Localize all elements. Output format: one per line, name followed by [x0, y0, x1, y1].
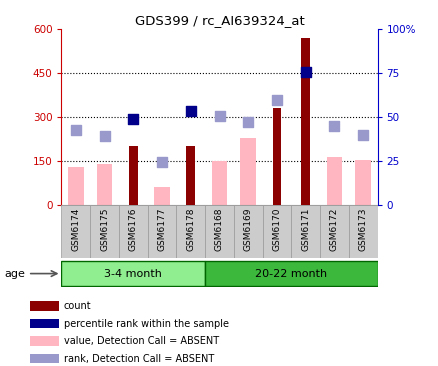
Bar: [262, 205, 291, 258]
Bar: [96, 164, 112, 205]
Bar: [30, 301, 58, 311]
Text: GSM6169: GSM6169: [243, 208, 252, 251]
Point: [215, 113, 223, 119]
Bar: [30, 336, 58, 346]
Point: [359, 132, 366, 138]
Text: 3-4 month: 3-4 month: [104, 269, 162, 279]
Text: rank, Detection Call = ABSENT: rank, Detection Call = ABSENT: [64, 354, 214, 364]
Bar: [326, 157, 342, 205]
Bar: [30, 319, 58, 328]
Bar: [348, 205, 377, 258]
Bar: [354, 160, 370, 205]
Text: GSM6172: GSM6172: [329, 208, 338, 251]
Bar: [233, 205, 262, 258]
Bar: [300, 38, 309, 205]
Point: [244, 119, 251, 124]
Text: age: age: [4, 269, 25, 279]
Text: GSM6178: GSM6178: [186, 208, 195, 251]
Text: percentile rank within the sample: percentile rank within the sample: [64, 318, 228, 329]
Bar: [61, 205, 90, 258]
Text: GSM6177: GSM6177: [157, 208, 166, 251]
Bar: [68, 167, 84, 205]
Bar: [211, 161, 227, 205]
Point: [273, 97, 280, 102]
Title: GDS399 / rc_AI639324_at: GDS399 / rc_AI639324_at: [134, 14, 304, 27]
Point: [301, 69, 308, 75]
Bar: [186, 146, 194, 205]
Bar: [272, 108, 281, 205]
Bar: [240, 138, 255, 205]
Point: [130, 116, 137, 122]
FancyBboxPatch shape: [61, 261, 205, 286]
Point: [187, 108, 194, 114]
FancyBboxPatch shape: [205, 261, 377, 286]
Point: [330, 123, 337, 129]
Text: value, Detection Call = ABSENT: value, Detection Call = ABSENT: [64, 336, 219, 346]
Bar: [30, 354, 58, 363]
Bar: [119, 205, 147, 258]
Point: [101, 133, 108, 139]
Text: count: count: [64, 301, 91, 311]
Bar: [154, 187, 170, 205]
Point: [72, 127, 79, 133]
Bar: [176, 205, 205, 258]
Text: GSM6175: GSM6175: [100, 208, 109, 251]
Text: GSM6173: GSM6173: [358, 208, 367, 251]
Point: [158, 159, 165, 165]
Text: GSM6171: GSM6171: [300, 208, 310, 251]
Bar: [319, 205, 348, 258]
Text: 20-22 month: 20-22 month: [254, 269, 327, 279]
Text: GSM6168: GSM6168: [215, 208, 223, 251]
Bar: [129, 146, 138, 205]
Text: GSM6176: GSM6176: [128, 208, 138, 251]
Bar: [90, 205, 119, 258]
Bar: [147, 205, 176, 258]
Text: GSM6174: GSM6174: [71, 208, 80, 251]
Text: GSM6170: GSM6170: [272, 208, 281, 251]
Bar: [205, 205, 233, 258]
Bar: [291, 205, 319, 258]
